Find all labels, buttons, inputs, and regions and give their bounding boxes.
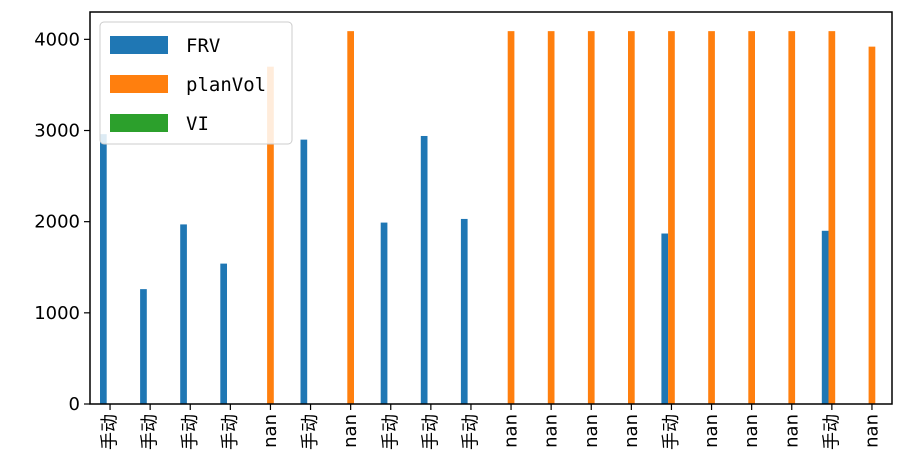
bar-planvol-11 [547,31,555,404]
bar-planvol-18 [828,31,836,404]
bar-planvol-10 [507,31,515,404]
x-tick-label: nan [501,414,522,448]
legend-swatch-frv [110,36,168,54]
x-tick-label: nan [340,414,361,448]
legend-swatch-planvol [110,75,168,93]
x-tick-label: 手动 [100,414,121,450]
x-tick-label: 手动 [220,414,241,450]
bar-frv-7 [380,222,388,404]
x-tick-label: nan [741,414,762,448]
legend-swatch-vi [110,114,168,132]
bar-planvol-14 [668,31,675,404]
y-tick-label: 3000 [34,121,80,142]
y-tick-label: 0 [69,394,80,415]
bar-frv-0 [100,134,107,404]
legend-label-vi: VI [186,113,209,135]
x-tick-label: nan [260,414,281,448]
legend-label-planvol: planVol [186,74,266,96]
bar-frv-2 [180,224,187,404]
bar-planvol-13 [628,31,635,404]
y-tick-label: 2000 [34,212,80,233]
x-axis: 手动 手动 手动 手动 nan 手动 nan 手动 手动 手动 nan nan nan nan 手动 nan n… [100,404,882,450]
x-tick-label: nan [581,414,602,448]
bar-planvol-12 [587,31,595,404]
bar-frv-18 [821,230,829,404]
x-tick-label: 手动 [420,414,441,450]
x-tick-label: nan [621,414,642,448]
bar-frv-5 [300,139,308,404]
x-tick-label: nan [701,414,722,448]
x-tick-label: nan [861,414,882,448]
x-tick-label: 手动 [380,414,401,450]
bar-frv-14 [661,233,669,404]
y-axis: 0 1000 2000 3000 4000 [34,29,90,415]
legend: FRV planVol VI [99,21,293,145]
plot-frame [89,11,893,405]
x-tick-label: 手动 [300,414,321,450]
bar-planvol-4 [267,66,274,404]
bar-planvol-16 [748,31,755,404]
legend-label-frv: FRV [186,35,220,57]
bar-frv-9 [460,218,468,404]
bar-frv-1 [140,289,147,404]
x-tick-label: nan [541,414,562,448]
bar-planvol-15 [708,31,715,404]
bars-group [100,31,876,405]
y-tick-label: 1000 [34,303,80,324]
bar-planvol-17 [788,31,796,404]
x-tick-label: 手动 [821,414,842,450]
bar-planvol-6 [347,31,354,404]
bar-frv-3 [220,263,228,404]
bar-planvol-19 [868,46,876,405]
x-tick-label: nan [781,414,802,448]
x-tick-label: 手动 [180,414,201,450]
x-tick-label: 手动 [661,414,682,450]
x-tick-label: 手动 [140,414,161,450]
x-tick-label: 手动 [460,414,481,450]
bar-frv-8 [420,135,428,405]
y-tick-label: 4000 [34,29,80,50]
